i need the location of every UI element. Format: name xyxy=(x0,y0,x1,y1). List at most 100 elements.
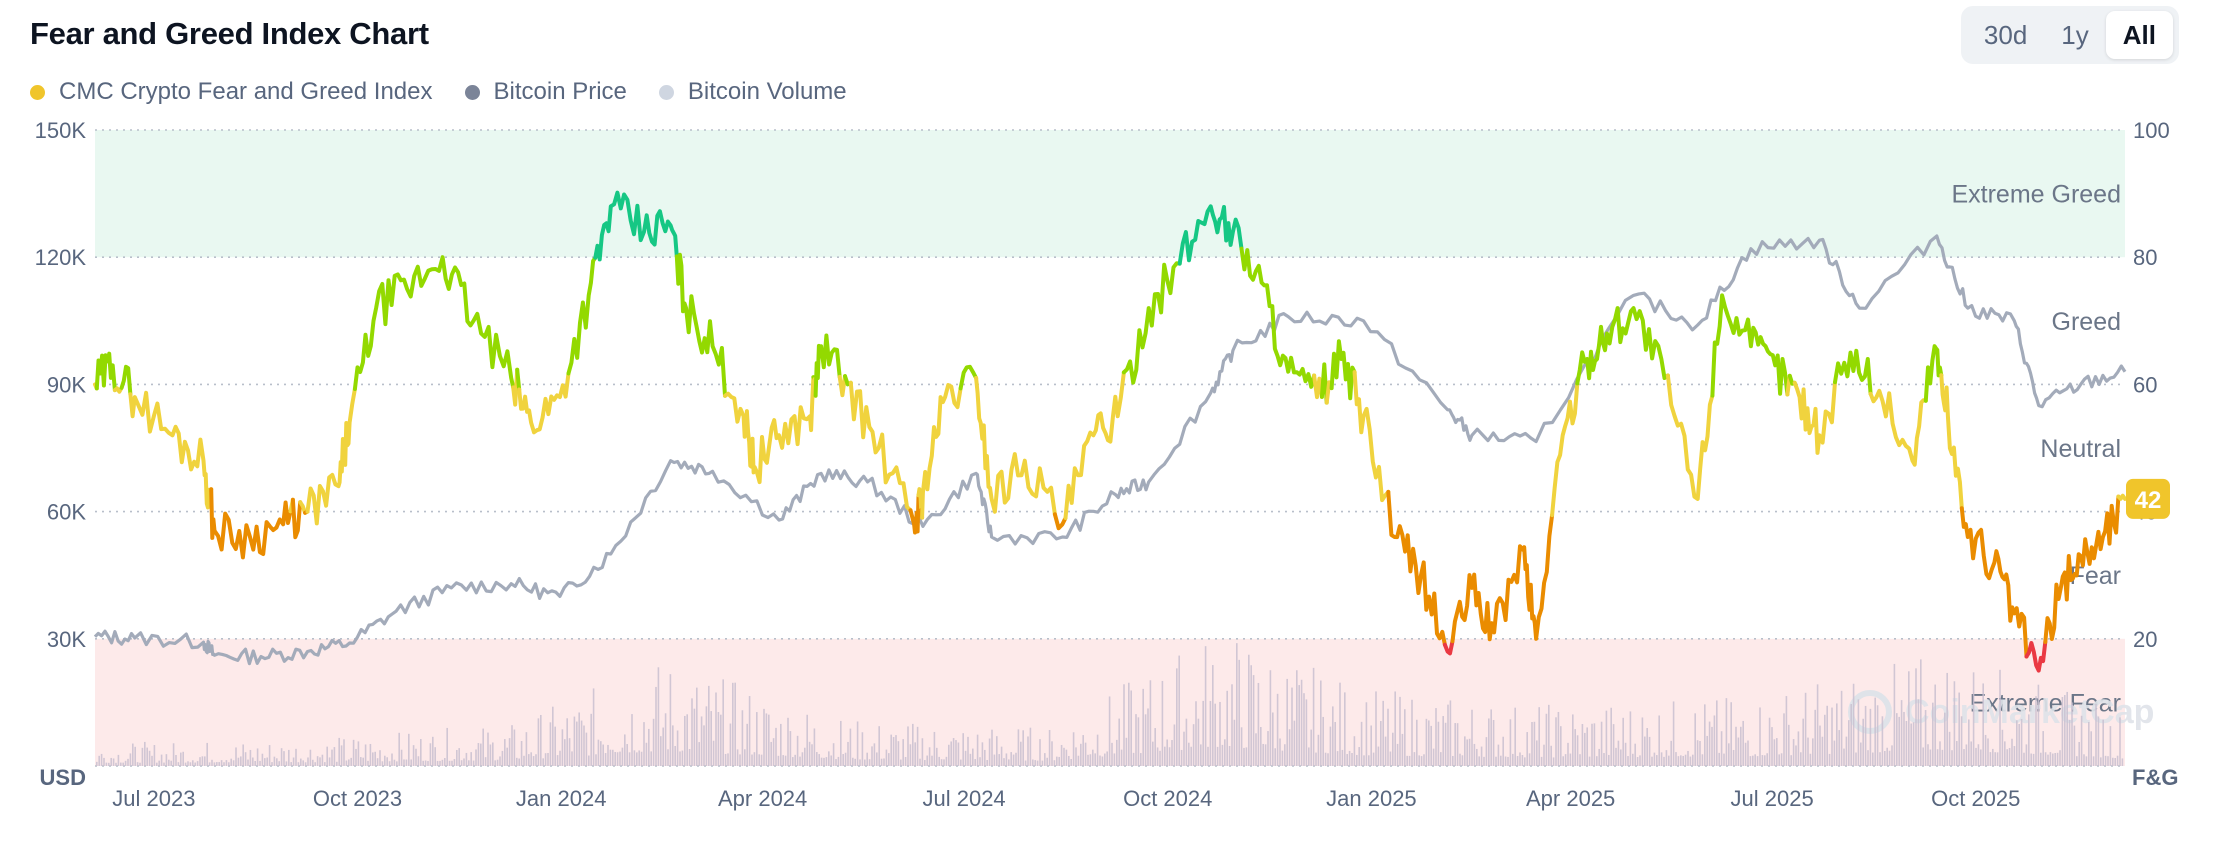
fear-greed-line-segment[interactable] xyxy=(1177,204,1244,266)
volume-bar xyxy=(1296,670,1298,766)
fear-greed-line-segment[interactable] xyxy=(1352,370,1391,503)
current-value-badge xyxy=(2126,478,2170,519)
volume-bar xyxy=(2080,715,2083,766)
volume-bar xyxy=(276,758,278,766)
volume-bar xyxy=(960,759,962,766)
volume-bar xyxy=(1540,756,1543,766)
fear-greed-line-segment[interactable] xyxy=(1450,513,1555,644)
volume-bar xyxy=(571,751,573,766)
volume-bar xyxy=(1694,713,1696,766)
fear-greed-line-segment[interactable] xyxy=(1939,373,1964,511)
fear-greed-line-segment[interactable] xyxy=(566,255,598,376)
range-all-button[interactable]: All xyxy=(2105,11,2173,59)
fear-greed-line-segment[interactable] xyxy=(1319,362,1329,405)
fear-greed-line-segment[interactable] xyxy=(119,364,133,397)
volume-bar xyxy=(532,756,535,766)
fear-greed-line-segment[interactable] xyxy=(920,383,963,520)
volume-bar xyxy=(2044,752,2047,766)
volume-bar xyxy=(727,753,729,766)
fear-greed-line-segment[interactable] xyxy=(517,371,571,435)
fear-greed-line-segment[interactable] xyxy=(290,497,303,540)
volume-bar xyxy=(1958,692,1960,766)
volume-bar xyxy=(693,708,696,766)
volume-bar xyxy=(1660,752,1663,766)
range-1y-button[interactable]: 1y xyxy=(2044,11,2105,59)
volume-bar xyxy=(372,752,374,766)
volume-bar xyxy=(417,756,420,766)
volume-bar xyxy=(1672,701,1675,766)
fear-greed-line-segment[interactable] xyxy=(1063,370,1126,520)
volume-bar xyxy=(1531,722,1533,766)
volume-bar xyxy=(1288,729,1291,766)
fear-greed-line-segment[interactable] xyxy=(958,364,979,391)
volume-bar xyxy=(1732,749,1735,766)
volume-bar xyxy=(180,752,182,766)
volume-bar xyxy=(1560,726,1562,766)
volume-bar xyxy=(122,762,124,766)
volume-bar xyxy=(2052,753,2054,766)
volume-bar xyxy=(811,744,813,766)
bitcoin-price-line[interactable] xyxy=(93,234,2127,666)
range-30d-button[interactable]: 30d xyxy=(1967,11,2044,59)
fear-greed-line-segment[interactable] xyxy=(1575,306,1670,386)
fear-greed-line-segment[interactable] xyxy=(1386,489,1447,647)
fear-greed-line-segment[interactable] xyxy=(908,493,921,535)
fear-greed-line-segment[interactable] xyxy=(974,376,1057,517)
fear-greed-line-segment[interactable] xyxy=(1442,639,1455,656)
volume-bar xyxy=(1987,738,1989,766)
volume-bar xyxy=(223,762,225,766)
fear-greed-line-segment[interactable] xyxy=(515,367,522,392)
legend-item-fear-greed[interactable]: CMC Crypto Fear and Greed Index xyxy=(30,78,433,106)
volume-bar xyxy=(1166,739,1168,766)
volume-bar xyxy=(1298,685,1300,766)
fear-greed-line-segment[interactable] xyxy=(813,333,842,398)
fear-greed-line-segment[interactable] xyxy=(837,374,847,398)
legend-item-bitcoin-price[interactable]: Bitcoin Price xyxy=(464,78,627,106)
fear-greed-line-segment[interactable] xyxy=(209,487,293,560)
volume-bar xyxy=(559,750,561,766)
fear-greed-line-segment[interactable] xyxy=(1239,246,1317,389)
legend-item-bitcoin-volume[interactable]: Bitcoin Volume xyxy=(658,78,847,106)
volume-bar xyxy=(1833,740,1836,766)
fear-greed-line-segment[interactable] xyxy=(1052,512,1068,531)
volume-bar xyxy=(1620,749,1622,766)
fear-greed-line-segment[interactable] xyxy=(2024,640,2048,673)
fear-greed-line-segment[interactable] xyxy=(1329,339,1357,401)
volume-bar xyxy=(266,757,268,766)
volume-bar xyxy=(1984,734,1987,766)
fear-greed-line-segment[interactable] xyxy=(593,190,679,262)
volume-bar xyxy=(386,757,388,766)
fear-greed-line-segment[interactable] xyxy=(352,255,516,391)
fear-greed-line-segment[interactable] xyxy=(128,390,214,510)
fear-greed-line-segment[interactable] xyxy=(1833,348,1873,396)
fear-greed-line-segment[interactable] xyxy=(94,351,117,393)
fear-greed-line-segment[interactable] xyxy=(2116,493,2127,501)
volume-bar xyxy=(1764,755,1766,766)
fear-greed-line-segment[interactable] xyxy=(1710,293,1790,398)
fear-greed-line-segment[interactable] xyxy=(112,385,124,394)
volume-bar xyxy=(1197,718,1200,766)
fear-greed-line-segment[interactable] xyxy=(848,380,913,513)
volume-bar xyxy=(175,754,177,766)
fear-greed-line-segment[interactable] xyxy=(1665,373,1715,501)
fear-greed-line-segment[interactable] xyxy=(305,387,357,526)
volume-bar xyxy=(609,749,612,766)
fear-greed-line-segment[interactable] xyxy=(674,252,727,398)
volume-bar xyxy=(585,732,588,766)
volume-bar xyxy=(1663,756,1665,766)
volume-bar xyxy=(228,762,230,766)
fear-greed-line-segment[interactable] xyxy=(2043,494,2121,644)
volume-bar xyxy=(1204,646,1207,766)
volume-bar xyxy=(1322,716,1324,766)
fear-greed-line-segment[interactable] xyxy=(1923,344,1944,403)
fear-greed-line-segment[interactable] xyxy=(1792,380,1837,455)
fear-greed-line-segment[interactable] xyxy=(1550,381,1580,518)
fear-greed-line-segment[interactable] xyxy=(298,500,308,515)
fear-greed-line-segment[interactable] xyxy=(1868,388,1928,467)
current-value-label: 42 xyxy=(2135,487,2162,514)
fear-greed-line-segment[interactable] xyxy=(723,375,816,485)
fear-greed-line-segment[interactable] xyxy=(1121,261,1182,385)
volume-bar xyxy=(856,721,859,766)
fear-greed-line-segment[interactable] xyxy=(1959,506,2029,659)
